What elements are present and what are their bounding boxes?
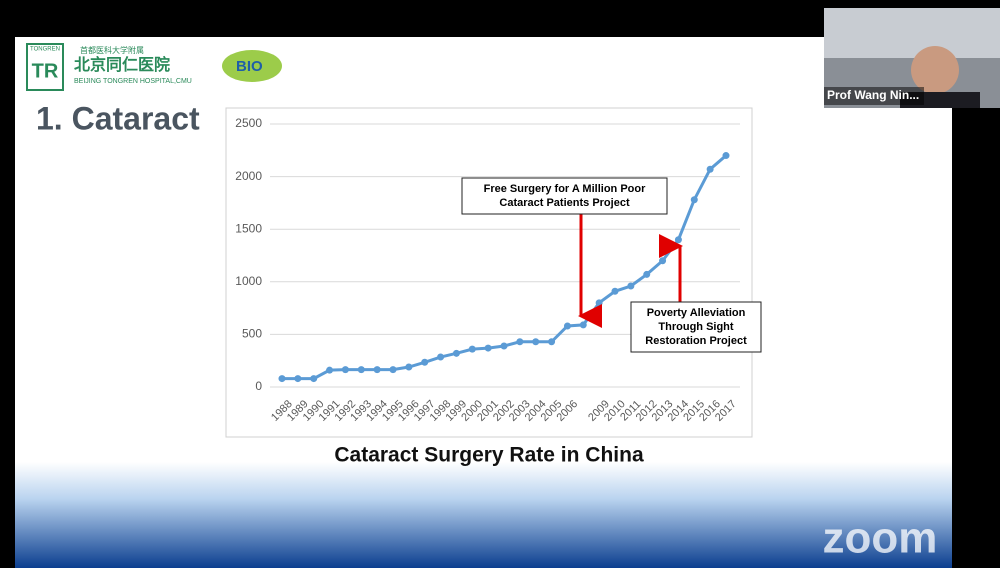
data-point (437, 353, 445, 361)
y-tick-label: 1500 (235, 221, 262, 235)
participant-face (911, 46, 959, 94)
data-point (722, 152, 730, 160)
y-tick-label: 0 (255, 379, 262, 393)
slide-title: 1. Cataract (36, 100, 200, 136)
chart-frame (225, 107, 753, 438)
data-point (484, 344, 492, 352)
bio-logo (222, 50, 282, 82)
logo-line1: 首都医科大学附属 (80, 45, 144, 55)
data-point (405, 363, 413, 371)
logo-line2: 北京同仁医院 (74, 55, 170, 74)
data-point (516, 338, 524, 346)
data-point (310, 375, 318, 383)
data-point (674, 236, 682, 244)
plot: 0500100015002000250019881989199019911992… (235, 116, 762, 424)
video-ceiling (824, 8, 1000, 58)
data-point (341, 366, 349, 374)
annotation-text: Poverty Alleviation (647, 307, 746, 319)
data-point (706, 165, 714, 173)
annotation-box (461, 177, 668, 215)
y-tick-label: 500 (242, 327, 262, 341)
y-tick-label: 2500 (235, 116, 262, 130)
chart-caption: Cataract Surgery Rate in China (334, 444, 644, 467)
zoom-watermark: zoom (823, 514, 938, 563)
logo-line3: BEIJING TONGREN HOSPITAL,CMU (74, 78, 192, 85)
data-point (595, 299, 603, 307)
data-point (532, 338, 540, 346)
data-point (579, 321, 587, 329)
data-point (548, 338, 556, 346)
data-point (326, 366, 334, 374)
annotation-text: Through Sight (658, 321, 733, 333)
annotation-text: Cataract Patients Project (499, 197, 630, 209)
data-point (373, 366, 381, 374)
data-point (611, 287, 619, 295)
bio-text: BIO (236, 58, 263, 75)
data-point (468, 345, 476, 353)
annotation-text: Restoration Project (645, 335, 747, 347)
data-point (294, 375, 302, 383)
data-point (421, 358, 429, 366)
slide-footer (15, 462, 952, 568)
logo-badge (26, 43, 64, 91)
data-point (278, 375, 286, 383)
annotation-box (630, 301, 762, 353)
logo-mark: TR (32, 60, 59, 82)
y-tick-label: 1000 (235, 274, 262, 288)
y-tick-label: 2000 (235, 169, 262, 183)
logo-badge-text: TONGREN (30, 47, 60, 53)
data-point (659, 257, 667, 265)
data-point (563, 322, 571, 330)
data-point (389, 366, 397, 374)
name-tag (824, 87, 924, 105)
data-point (690, 196, 698, 204)
annotation-text: Free Surgery for A Million Poor (484, 183, 646, 195)
data-point (357, 366, 365, 374)
data-point (452, 349, 460, 357)
participant-name: Prof Wang Nin... (827, 88, 919, 102)
data-point (627, 282, 635, 290)
data-point (500, 342, 508, 350)
data-point (643, 270, 651, 278)
